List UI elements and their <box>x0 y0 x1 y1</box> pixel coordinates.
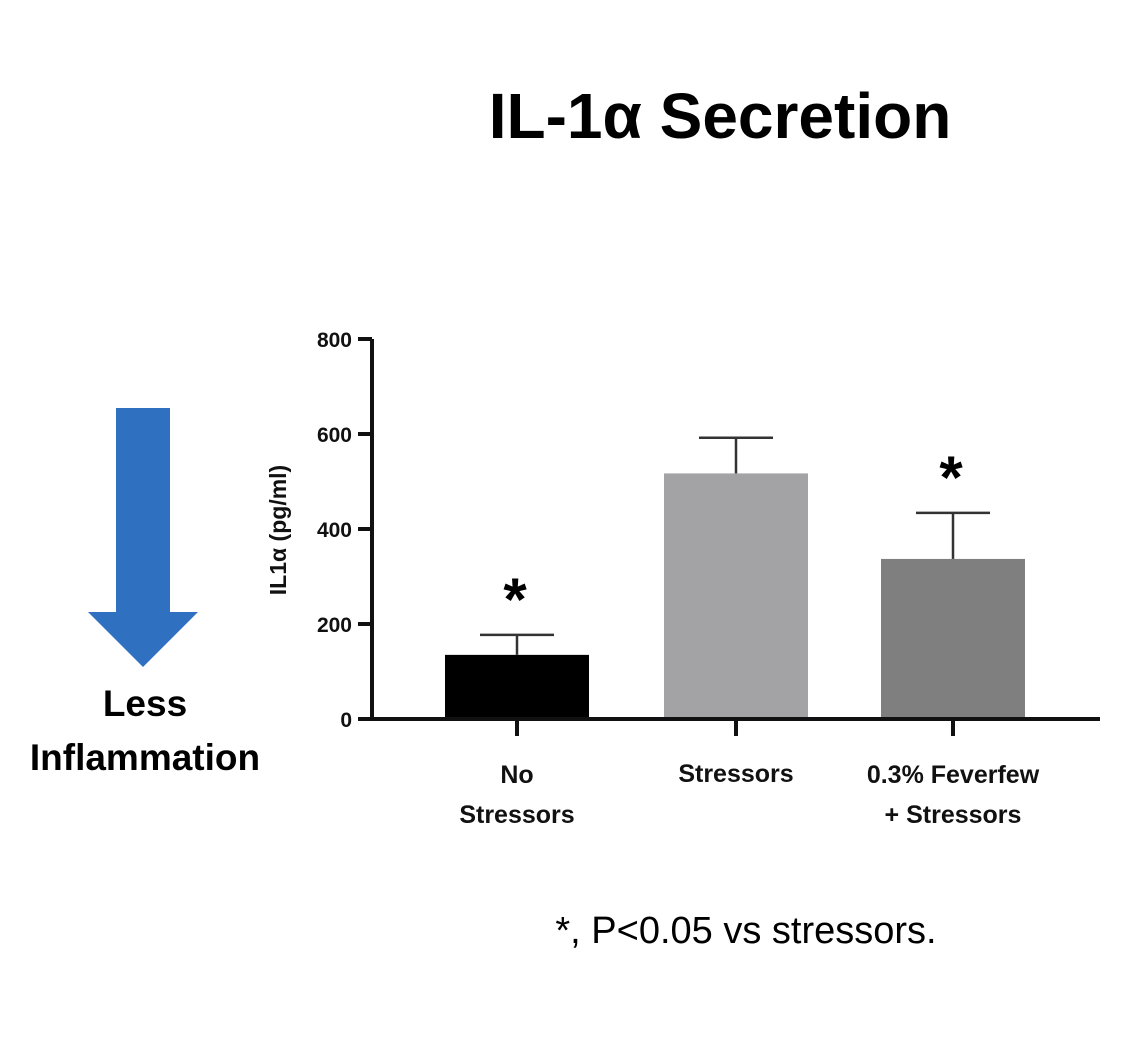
less-inflammation-annotation: Less Inflammation <box>30 408 260 778</box>
x-tick-label: Stressors <box>678 760 793 788</box>
x-tick-label: 0.3% Feverfew <box>867 761 1040 789</box>
footnote: *, P<0.05 vs stressors. <box>555 910 936 952</box>
annotation-line-1: Less <box>103 683 187 724</box>
down-arrow-icon <box>88 408 198 667</box>
y-tick-label: 200 <box>317 614 352 637</box>
bar <box>881 558 1025 719</box>
significance-marker: * <box>503 566 527 633</box>
x-tick-label: Stressors <box>459 801 574 829</box>
annotation-line-2: Inflammation <box>30 737 260 778</box>
y-tick-label: 0 <box>340 709 352 732</box>
y-tick-label: 400 <box>317 519 352 542</box>
bar <box>664 473 808 719</box>
significance-marker: * <box>939 444 963 511</box>
bar <box>445 654 589 719</box>
y-tick-label: 600 <box>317 424 352 447</box>
chart-title: IL-1α Secretion <box>489 80 952 152</box>
x-tick-label: + Stressors <box>885 801 1022 829</box>
y-axis-label: IL1α (pg/ml) <box>265 465 291 595</box>
y-tick-label: 800 <box>317 329 352 352</box>
x-tick-label: No <box>500 761 533 789</box>
plot-area: 0 200 400 600 800 * No Stressors Stressors * 0.3% … <box>317 329 1100 829</box>
